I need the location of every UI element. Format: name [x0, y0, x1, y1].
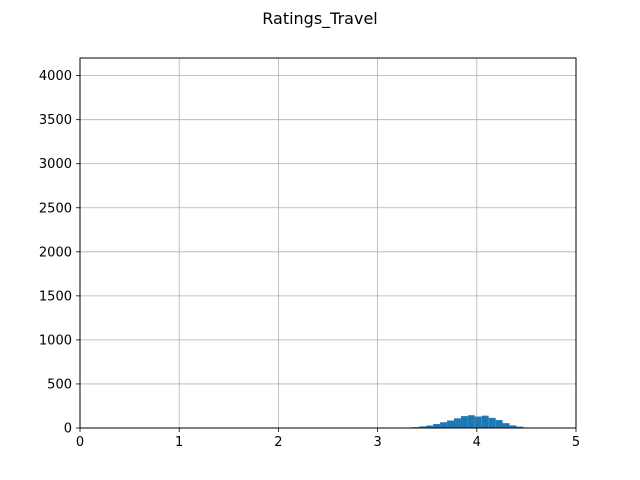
- histogram-bar: [453, 418, 461, 428]
- histogram-bar: [447, 420, 454, 428]
- x-tick-label: 5: [572, 435, 580, 450]
- x-axis: 0 1 2 3 4 5: [76, 428, 580, 450]
- y-tick-label: 500: [47, 377, 72, 392]
- x-tick-label: 0: [76, 435, 84, 450]
- histogram-bar: [509, 425, 517, 428]
- histogram-bar: [419, 426, 427, 428]
- y-tick-label: 0: [64, 422, 72, 437]
- histogram-bar: [433, 424, 441, 428]
- histogram-bar: [460, 416, 468, 428]
- y-tick-label: 1000: [39, 333, 72, 348]
- histogram-bar: [495, 420, 503, 428]
- histogram-bar: [467, 415, 475, 428]
- histogram-bar: [516, 426, 524, 428]
- histogram-bar: [481, 415, 489, 428]
- x-tick-label: 4: [473, 435, 481, 450]
- histogram-bar: [474, 416, 482, 428]
- x-tick-label: 3: [373, 435, 381, 450]
- y-tick-label: 3000: [39, 157, 72, 172]
- x-tick-label: 1: [175, 435, 183, 450]
- histogram-bars: [405, 415, 531, 428]
- plot-area-frame: [79, 57, 577, 429]
- grid-lines: [79, 58, 577, 429]
- y-tick-label: 3500: [39, 113, 72, 128]
- y-axis: 0 500 1000 1500 2000 2500 3000 3500 4000: [39, 69, 80, 437]
- y-tick-label: 1500: [39, 289, 72, 304]
- x-tick-label: 2: [274, 435, 282, 450]
- histogram-bar: [502, 423, 510, 428]
- y-tick-label: 2000: [39, 245, 72, 260]
- histogram-bar: [488, 417, 496, 428]
- y-tick-label: 2500: [39, 201, 72, 216]
- y-tick-label: 4000: [39, 69, 72, 84]
- histogram-bar: [440, 422, 448, 428]
- chart-title: Ratings_Travel: [262, 9, 377, 29]
- histogram-bar: [426, 425, 434, 428]
